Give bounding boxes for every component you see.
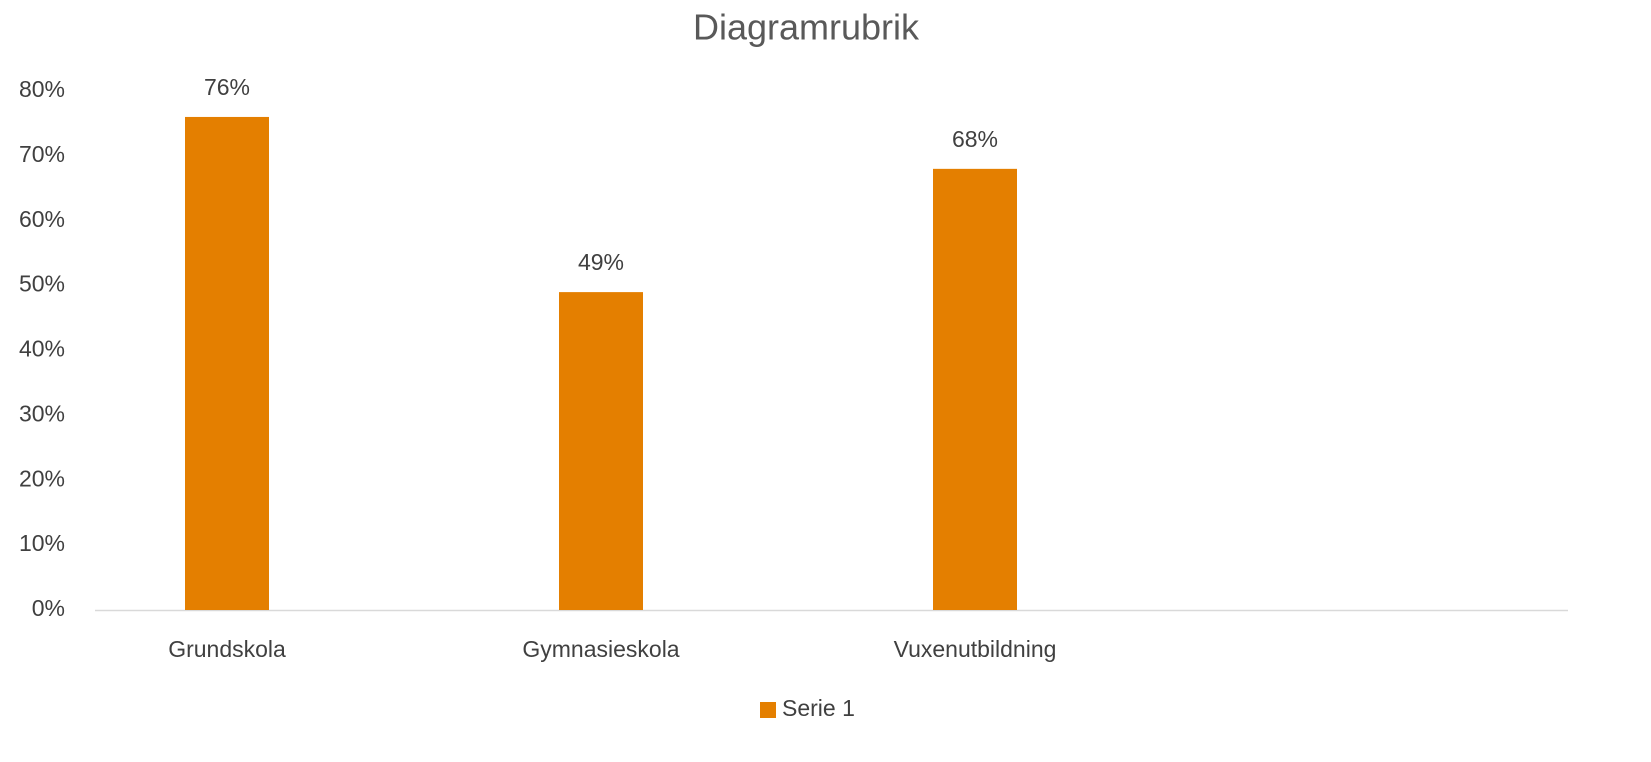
- y-tick-label: 40%: [19, 336, 65, 362]
- y-tick-label: 80%: [19, 76, 65, 102]
- bar: [559, 292, 643, 610]
- chart-title: Diagramrubrik: [693, 7, 920, 48]
- x-tick-label: Gymnasieskola: [522, 636, 679, 662]
- x-tick-label: Grundskola: [168, 636, 286, 662]
- data-label: 76%: [204, 74, 250, 100]
- y-tick-label: 50%: [19, 271, 65, 297]
- y-tick-label: 10%: [19, 530, 65, 556]
- x-tick-label: Vuxenutbildning: [894, 636, 1057, 662]
- y-tick-label: 70%: [19, 141, 65, 167]
- data-label: 49%: [578, 249, 624, 275]
- y-tick-label: 0%: [32, 595, 65, 621]
- y-tick-label: 20%: [19, 465, 65, 491]
- bar: [933, 168, 1017, 610]
- data-label: 68%: [952, 126, 998, 152]
- bar: [185, 116, 269, 610]
- y-tick-label: 30%: [19, 400, 65, 426]
- legend-swatch: [760, 702, 776, 718]
- legend-label: Serie 1: [782, 695, 855, 721]
- y-tick-label: 60%: [19, 206, 65, 232]
